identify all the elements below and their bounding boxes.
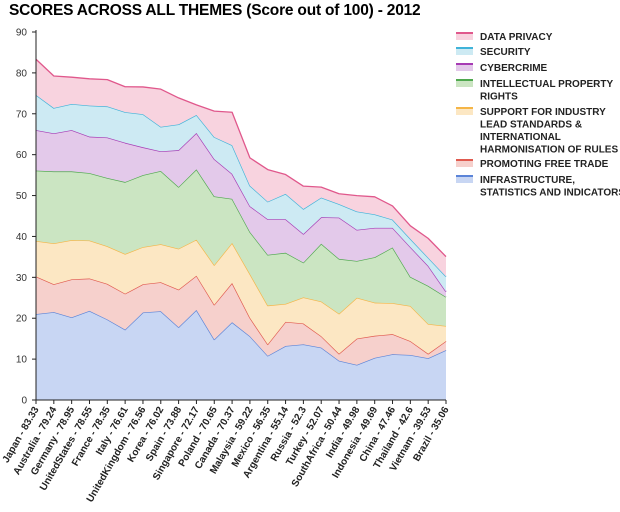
chart-axes (35, 30, 446, 401)
area-fill-1 (36, 275, 446, 365)
y-tick-label: 30 (16, 273, 28, 284)
y-tick-label: 80 (16, 68, 28, 79)
y-tick-label: 60 (16, 150, 28, 161)
legend-entry: DATA PRIVACY (480, 32, 553, 43)
area-fill-0 (36, 310, 446, 400)
area-fill-3 (36, 169, 446, 326)
legend-swatch (456, 80, 473, 87)
legend-swatch (456, 48, 473, 55)
legend-swatch (456, 33, 473, 40)
y-tick-label: 40 (16, 232, 28, 243)
legend-entry: SECURITY (480, 47, 531, 58)
legend-entry: PROMOTING FREE TRADE (480, 159, 609, 170)
area-fill-4 (36, 130, 446, 297)
y-tick-label: 20 (16, 314, 28, 325)
y-tick-label: 90 (16, 28, 28, 39)
y-axis-ticks: 0 10 20 30 40 50 60 70 80 90 (16, 28, 36, 407)
legend-entry: CYBERCRIME (480, 63, 548, 74)
legend-entry: INTELLECTUAL PROPERTY RIGHTS (480, 79, 613, 103)
y-tick-label: 10 (16, 355, 28, 366)
y-tick-label: 0 (21, 396, 27, 407)
legend-swatch (456, 176, 473, 183)
area-fill-6 (36, 59, 446, 277)
area-fill-5 (36, 94, 446, 292)
chart-legend: DATA PRIVACY SECURITY CYBERCRIME INTELLECTU… (456, 32, 620, 199)
area-series-group (35, 58, 447, 400)
legend-swatch (456, 160, 473, 167)
y-tick-label: 50 (16, 191, 28, 202)
legend-swatch (456, 108, 473, 115)
legend-swatch (456, 64, 473, 71)
chart-title: SCORES ACROSS ALL THEMES (Score out of 1… (9, 2, 421, 19)
area-fill-2 (36, 239, 446, 354)
legend-entry: SUPPORT FOR INDUSTRY LEAD STANDARDS & INTE… (480, 107, 618, 156)
y-tick-label: 70 (16, 109, 28, 120)
series-line-6 (35, 58, 447, 258)
legend-entry: INFRASTRUCTURE, STATISTICS AND INDICATORS (480, 175, 620, 199)
